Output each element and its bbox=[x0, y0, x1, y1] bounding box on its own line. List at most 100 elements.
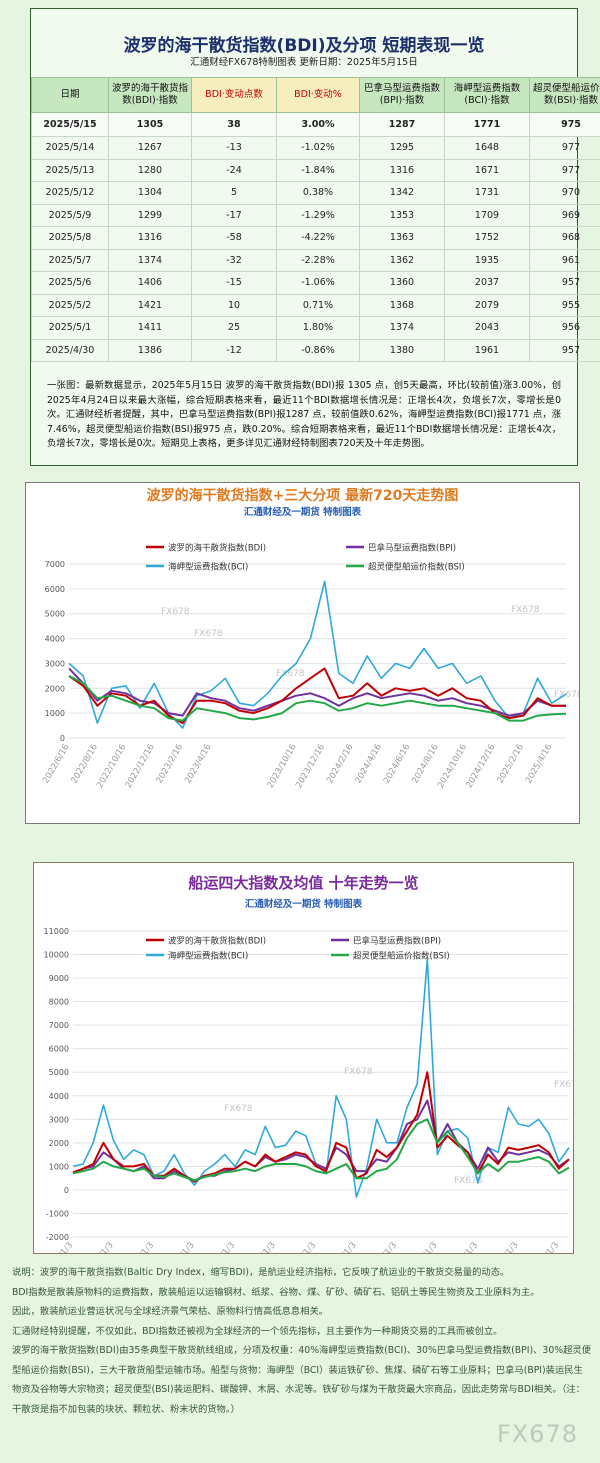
table-cell: 1280 bbox=[108, 158, 192, 182]
x-tick-label: 2023/2/16 bbox=[155, 743, 185, 786]
table-cell: -12 bbox=[191, 338, 277, 362]
table-cell: 1353 bbox=[359, 203, 445, 227]
table-cell: 961 bbox=[529, 248, 600, 272]
series-line bbox=[72, 1099, 570, 1182]
series-line bbox=[72, 1118, 570, 1182]
table-cell: 1421 bbox=[108, 293, 192, 317]
table-cell: 2025/5/6 bbox=[31, 271, 109, 295]
table-cell: 2025/4/30 bbox=[31, 338, 109, 362]
table-cell: 1299 bbox=[108, 203, 192, 227]
table-cell: -2.28% bbox=[276, 248, 360, 272]
y-tick-label: 4000 bbox=[49, 1092, 69, 1101]
watermark: FX678 bbox=[276, 669, 305, 679]
table-cell: 1316 bbox=[359, 158, 445, 182]
table-cell: 1771 bbox=[444, 112, 530, 137]
column-header: 波罗的海干散货指数(BDI)·指数 bbox=[108, 77, 192, 113]
x-tick-label: 2022/1/3 bbox=[407, 1241, 439, 1254]
table-cell: 1362 bbox=[359, 248, 445, 272]
table-cell: -13 bbox=[191, 136, 277, 160]
summary-panel: 波罗的海干散货指数(BDI)及分项 短期表现一览 汇通财经FX678特制图表 更… bbox=[30, 8, 600, 466]
table-row: 2025/5/15 1305 38 3.00% 1287 1771 975 bbox=[31, 112, 600, 137]
table-cell: 1406 bbox=[108, 271, 192, 295]
table-cell: 1305 bbox=[108, 112, 192, 137]
table-cell: 2037 bbox=[444, 271, 530, 295]
table-row: 2025/5/7 1374 -32 -2.28% 1362 1935 961 bbox=[31, 248, 600, 272]
watermark: FX678 bbox=[554, 1080, 574, 1090]
x-tick-label: 2023/4/16 bbox=[183, 743, 213, 786]
table-cell: 2025/5/14 bbox=[31, 136, 109, 160]
table-cell: 1961 bbox=[444, 338, 530, 362]
y-tick-label: 3000 bbox=[49, 1115, 69, 1124]
table-cell: 2025/5/13 bbox=[31, 158, 109, 182]
legend-label: 超灵便型船运价指数(BSI) bbox=[353, 951, 450, 962]
legend-label: 巴拿马型运费指数(BPI) bbox=[368, 543, 456, 554]
table-cell: 1386 bbox=[108, 338, 192, 362]
table-cell: 1267 bbox=[108, 136, 192, 160]
series-line bbox=[68, 667, 567, 725]
table-cell: 1731 bbox=[444, 181, 530, 205]
table-cell: -4.22% bbox=[276, 226, 360, 250]
table-row: 2025/5/13 1280 -24 -1.84% 1316 1671 977 bbox=[31, 158, 600, 182]
table-cell: 955 bbox=[529, 293, 600, 317]
x-tick-label: 2023/12/16 bbox=[294, 743, 327, 790]
table-cell: 1316 bbox=[108, 226, 192, 250]
y-tick-label: 4000 bbox=[45, 635, 65, 644]
table-cell: -1.29% bbox=[276, 203, 360, 227]
x-tick-label: 2024/2/16 bbox=[325, 743, 355, 786]
watermark: FX678 bbox=[454, 1176, 483, 1186]
table-cell: 968 bbox=[529, 226, 600, 250]
table-cell: 1304 bbox=[108, 181, 192, 205]
x-tick-label: 2024/6/16 bbox=[382, 743, 412, 786]
chart-title: 波罗的海干散货指数+三大分项 最新720天走势图 bbox=[147, 487, 459, 504]
table-cell: 1671 bbox=[444, 158, 530, 182]
data-table: 日期 波罗的海干散货指数(BDI)·指数 BDI·变动点数 BDI·变动% 巴拿马型运费… bbox=[31, 77, 600, 362]
x-tick-label: 2014/1/3 bbox=[84, 1241, 116, 1254]
legend-label: 波罗的海干散货指数(BDI) bbox=[168, 936, 266, 947]
series-line bbox=[68, 580, 567, 729]
x-tick-label: 2020/1/3 bbox=[327, 1241, 359, 1254]
table-cell: 957 bbox=[529, 338, 600, 362]
y-tick-label: 5000 bbox=[45, 610, 65, 619]
column-header: 日期 bbox=[31, 77, 109, 113]
x-tick-label: 2023/10/16 bbox=[266, 743, 299, 790]
chart-subtitle: 汇通财经及一期货 特制图表 bbox=[245, 898, 363, 910]
y-tick-label: 9000 bbox=[49, 974, 69, 983]
page-title: 波罗的海干散货指数(BDI)及分项 短期表现一览 bbox=[123, 36, 485, 56]
table-cell: 1374 bbox=[108, 248, 192, 272]
chart-title: 船运四大指数及均值 十年走势一览 bbox=[188, 874, 418, 892]
x-tick-label: 2018/1/3 bbox=[246, 1241, 278, 1254]
x-tick-label: 2024/10/16 bbox=[436, 743, 469, 790]
x-tick-label: 2021/1/3 bbox=[367, 1241, 399, 1254]
column-header: BDI·变动% bbox=[276, 77, 360, 113]
y-tick-label: 5000 bbox=[49, 1068, 69, 1077]
table-cell: 2025/5/9 bbox=[31, 203, 109, 227]
table-row: 2025/5/2 1421 10 0.71% 1368 2079 955 bbox=[31, 293, 600, 317]
chart-subtitle: 汇通财经及一期货 特制图表 bbox=[244, 506, 362, 518]
series-line bbox=[68, 667, 567, 717]
x-tick-label: 2022/10/16 bbox=[95, 743, 128, 790]
table-cell: 5 bbox=[191, 181, 277, 205]
table-cell: 970 bbox=[529, 181, 600, 205]
x-tick-label: 2025/1/3 bbox=[529, 1241, 561, 1254]
watermark: FX678 bbox=[194, 629, 223, 639]
table-cell: 3.00% bbox=[276, 112, 360, 137]
x-tick-label: 2024/8/16 bbox=[410, 743, 440, 786]
table-row: 2025/5/9 1299 -17 -1.29% 1353 1709 969 bbox=[31, 203, 600, 227]
y-tick-label: 7000 bbox=[45, 560, 65, 569]
x-tick-label: 2024/12/16 bbox=[464, 743, 497, 790]
table-cell: -0.86% bbox=[276, 338, 360, 362]
table-cell: -32 bbox=[191, 248, 277, 272]
x-tick-label: 2024/1/3 bbox=[488, 1241, 520, 1254]
table-cell: 2025/5/8 bbox=[31, 226, 109, 250]
note-line: BDI指数是散装原物料的运费指数，散装船运以运输钢材、纸浆、谷物、煤、矿砂、磷矿… bbox=[12, 1286, 540, 1298]
x-tick-label: 2019/1/3 bbox=[286, 1241, 318, 1254]
x-tick-label: 2015/1/3 bbox=[124, 1241, 156, 1254]
y-tick-label: 6000 bbox=[45, 585, 65, 594]
watermark: FX678 bbox=[511, 605, 540, 615]
table-cell: 2025/5/2 bbox=[31, 293, 109, 317]
table-cell: 10 bbox=[191, 293, 277, 317]
table-cell: 38 bbox=[191, 112, 277, 137]
y-tick-label: 2000 bbox=[45, 684, 65, 693]
y-tick-label: 2000 bbox=[49, 1139, 69, 1148]
table-cell: 2025/5/12 bbox=[31, 181, 109, 205]
